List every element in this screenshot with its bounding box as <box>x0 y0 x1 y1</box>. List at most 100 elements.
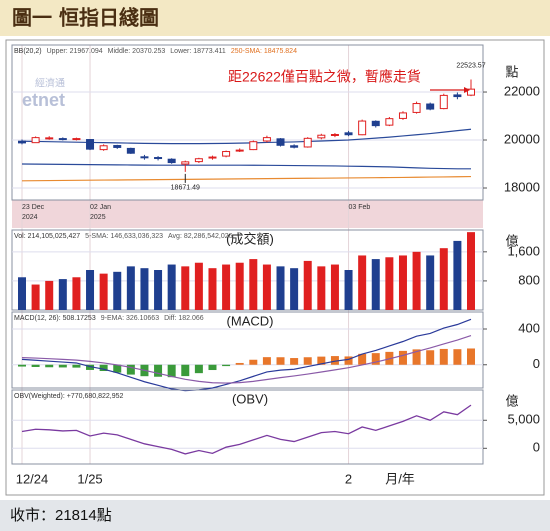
candle-body <box>276 138 285 146</box>
legend-entry: 9-EMA: 326.10663 <box>101 315 159 322</box>
macd-histogram-bar <box>154 364 163 377</box>
panel <box>11 44 484 201</box>
date-label: 2025 <box>90 214 106 221</box>
volume-bar <box>453 240 462 310</box>
panel <box>11 229 484 311</box>
legend: MACD(12, 26): 508.17253 9-EMA: 326.10663 D… <box>14 315 204 322</box>
legend: Vol: 214,105,025,427 5-SMA: 146,633,036,3… <box>14 233 233 240</box>
macd-histogram-bar <box>99 364 108 372</box>
candle-body <box>371 120 380 127</box>
macd-histogram-bar <box>208 364 217 371</box>
macd-histogram-bar <box>222 364 231 367</box>
legend: OBV(Weighted): +770,680,822,952 <box>14 393 124 400</box>
panel-title: (OBV) <box>232 391 268 406</box>
y-tick-label: 1,600 <box>507 243 540 258</box>
candle-body <box>398 112 407 119</box>
header-band <box>0 0 550 36</box>
macd-histogram-bar <box>426 350 435 365</box>
max-label: 22523.57 <box>456 62 485 69</box>
candle-body <box>453 94 462 98</box>
band-line <box>21 175 472 182</box>
macd-histogram-bar <box>439 348 448 365</box>
candle-body <box>262 137 271 142</box>
volume-bar <box>262 264 271 310</box>
legend-entry: Upper: 21967.094 <box>47 48 103 55</box>
panel-title: (成交額) <box>226 231 274 246</box>
band-line <box>21 163 471 170</box>
date-label: 23 Dec <box>22 204 45 211</box>
min-label: 18671.49 <box>171 185 200 192</box>
macd-histogram-bar <box>344 356 353 365</box>
legend-entry: Diff: 182.066 <box>164 315 204 322</box>
panel <box>11 311 484 389</box>
footer-band <box>0 500 550 531</box>
volume-bar <box>371 259 380 310</box>
candle-body <box>140 156 149 159</box>
y-tick-label: 5,000 <box>507 412 540 427</box>
candle-body <box>113 145 122 148</box>
macd-histogram-bar <box>412 349 421 365</box>
x-axis-unit: 月/年 <box>385 471 415 486</box>
candle-body <box>412 103 421 113</box>
candle-body <box>426 103 435 110</box>
unit-label: 億 <box>505 233 518 248</box>
candle-body <box>86 139 95 150</box>
candle-body <box>439 94 448 110</box>
macd-histogram-bar <box>72 364 81 368</box>
date-strip <box>12 200 483 228</box>
volume-bar <box>86 270 95 310</box>
panel-title: (MACD) <box>227 313 274 328</box>
volume-bar <box>303 260 312 310</box>
legend-entry: 250-SMA: 18475.824 <box>231 48 297 55</box>
macd-histogram-bar <box>276 357 285 365</box>
candle-body <box>235 149 244 152</box>
macd-histogram-bar <box>194 364 203 374</box>
legend-entry: Avg: 82,286,542,026 <box>168 233 233 240</box>
candle-body <box>330 133 339 136</box>
macd-histogram-bar <box>45 364 54 368</box>
macd-histogram-bar <box>249 359 258 365</box>
volume-bar <box>181 266 190 310</box>
legend-entry: Lower: 18773.411 <box>170 48 226 55</box>
volume-bar <box>126 266 135 310</box>
watermark: 經濟通 <box>35 77 65 90</box>
x-tick-label: 2 <box>345 471 352 486</box>
macd-histogram-bar <box>18 364 26 367</box>
candle-body <box>208 156 217 159</box>
legend-entry: OBV(Weighted): +770,680,822,952 <box>14 393 124 400</box>
candle-body <box>18 140 26 144</box>
legend-entry: Vol: 214,105,025,427 <box>14 233 80 240</box>
volume-bar <box>99 273 108 310</box>
macd-histogram-bar <box>235 362 244 365</box>
volume-bar <box>222 264 231 310</box>
unit-label: 億 <box>505 393 518 408</box>
candle-body <box>126 147 135 154</box>
y-tick-label: 18000 <box>504 179 540 194</box>
candle-body <box>290 145 299 148</box>
volume-bar <box>18 277 26 310</box>
volume-bar <box>113 271 122 310</box>
volume-bar <box>249 259 258 310</box>
candle-body <box>249 141 258 151</box>
macd-histogram-bar <box>290 358 299 365</box>
volume-bar <box>154 270 163 310</box>
volume-bar <box>317 266 326 310</box>
macd-histogram-bar <box>86 364 95 370</box>
macd-histogram-bar <box>167 364 176 378</box>
obv-line <box>21 404 472 455</box>
macd-histogram-bar <box>358 353 367 365</box>
candle-body <box>222 151 231 157</box>
candle-body <box>58 138 67 141</box>
macd-line <box>21 335 472 384</box>
date-label: 02 Jan <box>90 204 111 211</box>
annotation: 距22622僅百點之微，暫應走貨 <box>228 69 421 85</box>
macd-histogram-bar <box>113 364 122 373</box>
macd-histogram-bar <box>181 364 190 377</box>
candle-body <box>194 158 203 163</box>
volume-bar <box>358 255 367 310</box>
volume-bar <box>235 262 244 310</box>
candle-body <box>99 145 108 151</box>
y-tick-label: 0 <box>533 356 540 371</box>
volume-bar <box>167 264 176 310</box>
unit-label: 點 <box>505 64 518 79</box>
